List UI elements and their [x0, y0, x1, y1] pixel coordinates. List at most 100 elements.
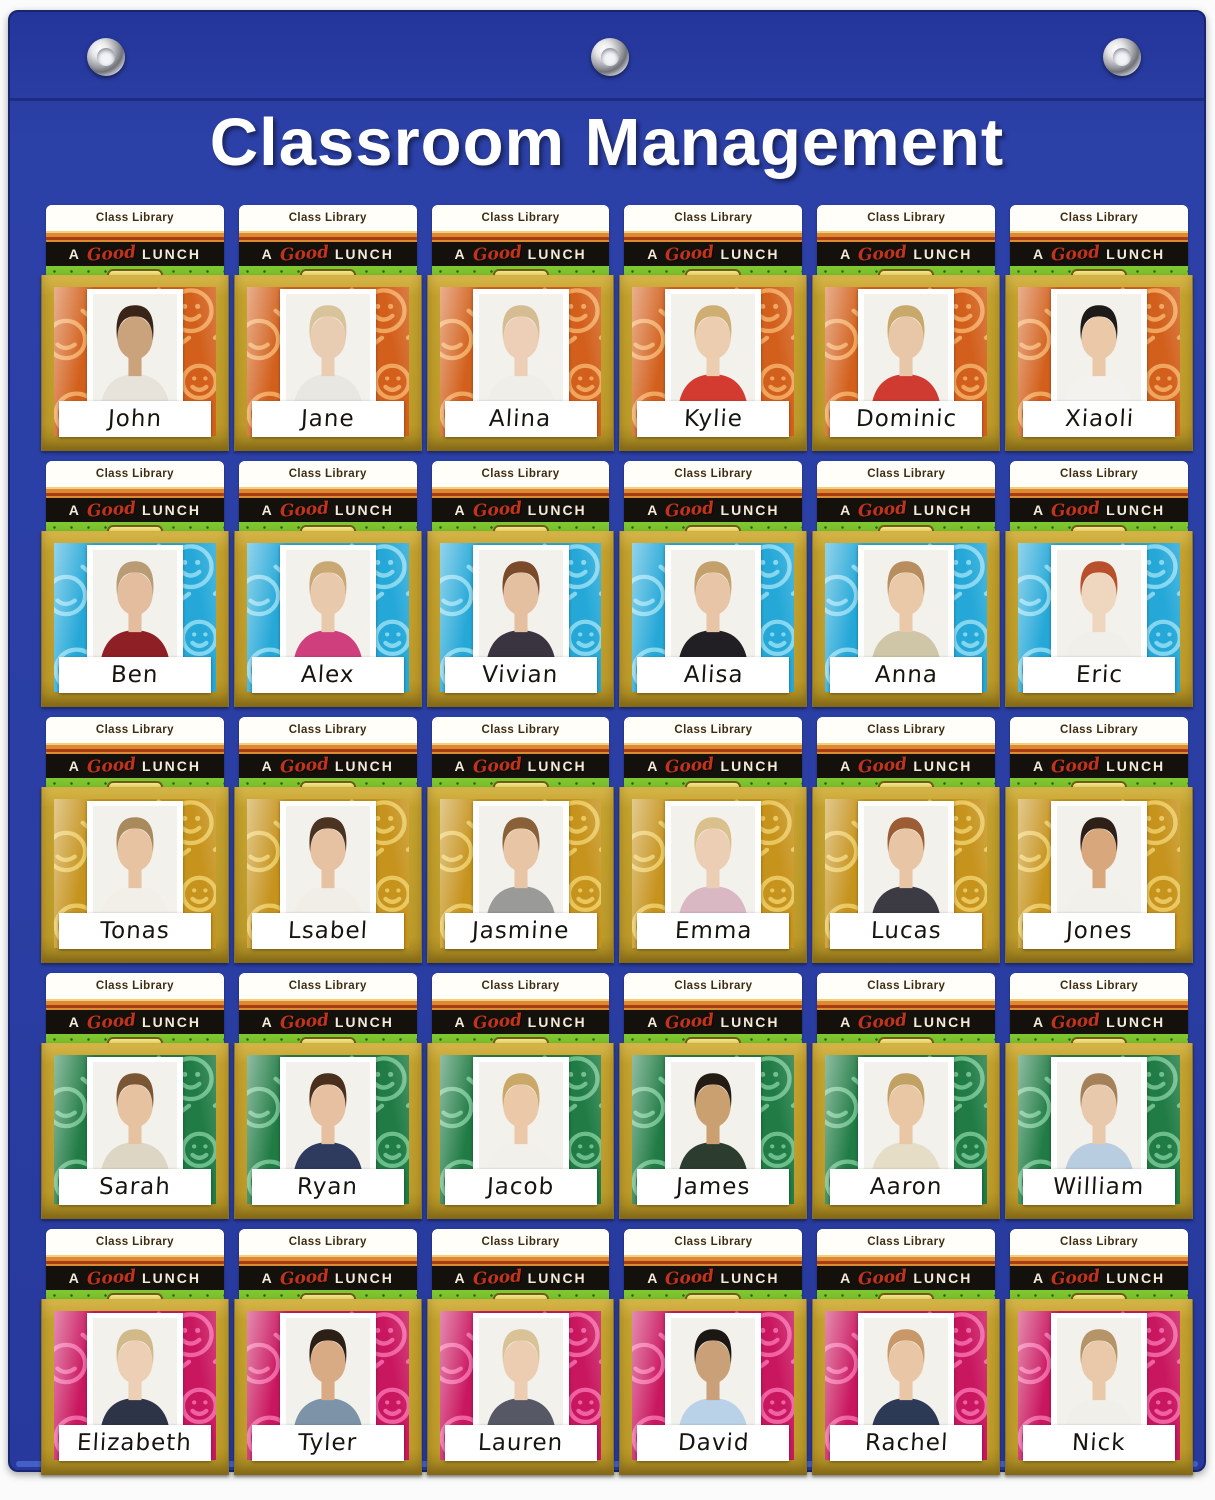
- student-pocket-cell: Class Library A Good LUNCH: [619, 461, 808, 707]
- pocket: Anna: [812, 531, 1001, 707]
- book-title-word-a: A: [68, 1270, 81, 1286]
- book-header: Class Library A Good LUNCH: [46, 717, 224, 795]
- book-title-band: A Good LUNCH: [624, 1266, 803, 1290]
- book-title-band: A Good LUNCH: [624, 753, 803, 778]
- student-photo: [279, 1057, 376, 1179]
- student-photo: [86, 801, 183, 923]
- pocket: Nick: [1005, 1299, 1193, 1475]
- class-library-label: Class Library: [1010, 461, 1188, 487]
- book-header: Class Library A Good LUNCH: [431, 1229, 610, 1307]
- book-title-band: A Good LUNCH: [238, 1266, 417, 1290]
- student-name-label: Nick: [1023, 1425, 1176, 1461]
- avatar: [864, 806, 949, 918]
- student-pocket-cell: Class Library A Good LUNCH: [41, 461, 229, 707]
- avatar: [1057, 550, 1142, 662]
- student-pocket-cell: Class Library A Good LUNCH: [426, 205, 615, 451]
- grommet-icon: [1103, 38, 1141, 76]
- book-spine-band: [238, 1255, 417, 1266]
- avatar: [864, 550, 949, 662]
- book-header: Class Library A Good LUNCH: [431, 205, 610, 283]
- book-title-word-lunch: LUNCH: [1106, 1014, 1166, 1030]
- book-title-band: A Good LUNCH: [817, 754, 996, 778]
- student-name: Sarah: [98, 1174, 172, 1200]
- book-title-word-good: Good: [86, 1009, 137, 1034]
- book-title-word-good: Good: [86, 241, 137, 266]
- student-name-label: Tonas: [58, 913, 211, 949]
- book-title-word-good: Good: [86, 1265, 137, 1290]
- book-title-word-good: Good: [664, 753, 716, 778]
- student-name-label: Jasmine: [444, 913, 597, 949]
- class-library-label: Class Library: [624, 717, 803, 743]
- student-pocket-cell: Class Library A Good LUNCH: [426, 973, 615, 1219]
- avatar: [478, 294, 563, 406]
- student-name: Jones: [1065, 918, 1134, 944]
- grommet-icon: [591, 38, 629, 76]
- pocket: Jasmine: [426, 787, 615, 963]
- student-name-label: Dominic: [830, 401, 983, 437]
- book-title-band: A Good LUNCH: [624, 1010, 803, 1034]
- book-title-word-lunch: LUNCH: [527, 1014, 587, 1030]
- book-title-word-a: A: [261, 502, 274, 518]
- book-spine-band: [46, 487, 224, 498]
- book-title-word-lunch: LUNCH: [1106, 1270, 1166, 1286]
- student-name-label: Tyler: [251, 1425, 404, 1461]
- book-header: Class Library A Good LUNCH: [46, 461, 224, 539]
- student-name-label: Vivian: [444, 657, 597, 693]
- book-title-word-lunch: LUNCH: [720, 1270, 780, 1286]
- book-title-word-good: Good: [857, 1009, 908, 1034]
- book-title-band: A Good LUNCH: [431, 1010, 610, 1034]
- book-title-word-lunch: LUNCH: [142, 1014, 202, 1030]
- student-name: Lsabel: [287, 918, 369, 944]
- book-header: Class Library A Good LUNCH: [238, 973, 417, 1051]
- book-spine-band: [624, 743, 803, 754]
- book-title-word-good: Good: [857, 241, 908, 266]
- avatar: [92, 550, 177, 662]
- student-photo: [665, 801, 762, 923]
- book-spine-band: [817, 1255, 996, 1266]
- avatar: [285, 1318, 370, 1430]
- student-photo: [665, 1313, 762, 1435]
- student-name-label: Jane: [251, 401, 404, 437]
- book-spine-band: [624, 1255, 803, 1266]
- book-title-word-a: A: [454, 1270, 467, 1286]
- student-name-label: Lauren: [444, 1425, 597, 1461]
- student-pocket-cell: Class Library A Good LUNCH: [812, 461, 1001, 707]
- book-title-word-lunch: LUNCH: [334, 1014, 394, 1030]
- book-title-word-good: Good: [857, 497, 908, 522]
- student-name-label: David: [637, 1425, 790, 1461]
- pocket: Jones: [1005, 787, 1193, 963]
- grommet-icon: [87, 38, 125, 76]
- book-title-band: A Good LUNCH: [624, 498, 803, 522]
- student-name: Ryan: [296, 1174, 359, 1200]
- book-spine-band: [1010, 743, 1188, 754]
- book-title-word-a: A: [840, 502, 853, 518]
- book-title-band: A Good LUNCH: [624, 242, 803, 266]
- class-library-label: Class Library: [238, 205, 417, 231]
- student-photo: [665, 1057, 762, 1179]
- book-title-band: A Good LUNCH: [46, 242, 224, 266]
- student-photo: [858, 545, 955, 667]
- class-library-label: Class Library: [238, 461, 417, 487]
- student-photo: [86, 289, 183, 411]
- book-title-band: A Good LUNCH: [238, 754, 417, 778]
- book-spine-band: [46, 999, 224, 1010]
- student-pocket-cell: Class Library A Good LUNCH: [812, 1229, 1001, 1475]
- student-name-label: Aaron: [830, 1169, 983, 1205]
- student-pocket-cell: Class Library A Good LUNCH: [619, 1229, 808, 1475]
- book-header: Class Library A Good LUNCH: [624, 717, 803, 795]
- student-photo: [86, 1313, 183, 1435]
- student-pocket-cell: Class Library A Good LUNCH: [812, 717, 1001, 963]
- student-pocket-cell: Class Library A Good LUNCH: [41, 973, 229, 1219]
- student-name-label: Anna: [830, 657, 983, 693]
- student-name: James: [675, 1174, 752, 1200]
- book-title-word-lunch: LUNCH: [527, 1270, 587, 1286]
- student-name: Anna: [874, 662, 939, 688]
- book-header: Class Library A Good LUNCH: [817, 205, 996, 283]
- pocket: James: [619, 1043, 808, 1219]
- student-pocket-cell: Class Library A Good LUNCH: [1005, 717, 1193, 963]
- book-title-word-a: A: [454, 758, 467, 774]
- book-title-word-lunch: LUNCH: [334, 758, 394, 774]
- student-pocket-cell: Class Library A Good LUNCH: [619, 973, 808, 1219]
- book-title-word-a: A: [454, 502, 467, 518]
- book-title-word-a: A: [647, 1270, 660, 1286]
